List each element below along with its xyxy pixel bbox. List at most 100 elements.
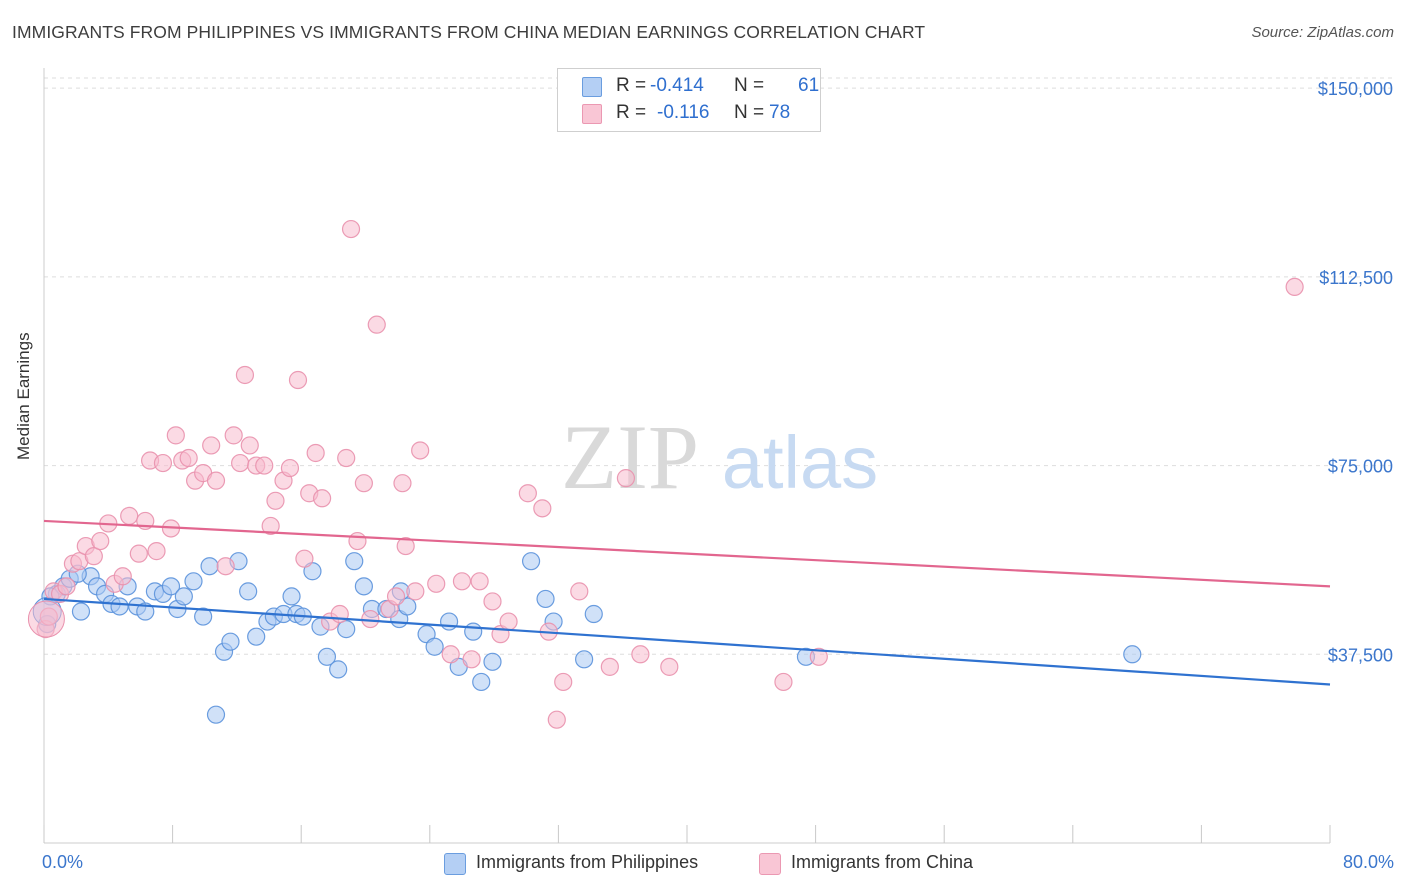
- point-china: [600, 657, 619, 676]
- axes: [43, 68, 1331, 844]
- point-philippines: [345, 552, 364, 571]
- point-china: [809, 647, 828, 666]
- point-china: [91, 531, 110, 551]
- point-philippines: [221, 632, 240, 651]
- legend-swatch-china: [759, 853, 781, 875]
- series-china-points: [27, 219, 1304, 729]
- chart-title: IMMIGRANTS FROM PHILIPPINES VS IMMIGRANT…: [12, 22, 926, 42]
- point-china: [166, 426, 185, 445]
- point-philippines: [184, 572, 203, 591]
- point-china: [470, 572, 489, 591]
- point-china: [499, 612, 518, 631]
- legend-r-value: -0.414: [650, 75, 704, 96]
- point-china: [427, 574, 446, 593]
- point-china: [396, 536, 415, 556]
- point-china: [295, 549, 314, 568]
- y-tick-label: $75,000: [1328, 457, 1393, 477]
- y-axis-label: Median Earnings: [14, 332, 33, 460]
- point-china: [231, 453, 250, 473]
- point-philippines: [161, 577, 181, 596]
- point-china: [266, 491, 285, 510]
- point-philippines: [337, 620, 356, 639]
- point-china: [441, 645, 460, 664]
- point-china: [312, 489, 332, 508]
- point-china: [452, 572, 472, 591]
- point-china: [337, 448, 356, 468]
- legend-r-label: R =: [616, 102, 647, 123]
- point-china: [660, 657, 679, 676]
- legend-n-label: N =: [734, 75, 765, 96]
- legend-r-value: -0.116: [657, 102, 710, 123]
- point-china: [631, 645, 650, 664]
- point-china: [393, 474, 412, 493]
- legend-swatch-philippines: [444, 853, 466, 875]
- point-china: [240, 436, 259, 455]
- point-philippines: [206, 705, 226, 724]
- point-china: [616, 469, 636, 488]
- point-philippines: [200, 557, 219, 576]
- point-china: [261, 516, 280, 536]
- point-china: [147, 542, 166, 561]
- point-china: [570, 582, 589, 601]
- source-label: Source: ZipAtlas.com: [1251, 24, 1394, 41]
- legend-label-philippines: Immigrants from Philippines: [476, 852, 699, 872]
- point-philippines: [354, 577, 373, 596]
- point-china-cluster: [27, 600, 65, 638]
- correlation-legend: R = -0.414 N = 61 R = -0.116 N = 78: [557, 68, 821, 132]
- point-china: [354, 474, 373, 493]
- point-philippines: [71, 602, 91, 621]
- point-china: [462, 650, 481, 669]
- point-philippines: [1123, 645, 1142, 664]
- point-philippines: [425, 637, 444, 656]
- point-philippines: [464, 622, 483, 641]
- point-china: [341, 219, 361, 239]
- trend-line-philippines: [43, 597, 1331, 686]
- point-philippines: [584, 604, 603, 624]
- point-china: [518, 484, 537, 503]
- point-china: [216, 557, 235, 576]
- point-china: [206, 471, 226, 490]
- point-philippines: [483, 652, 502, 671]
- point-china: [411, 441, 430, 460]
- point-china: [361, 609, 380, 629]
- point-china: [774, 672, 793, 692]
- point-philippines: [194, 607, 213, 626]
- point-china: [255, 456, 274, 475]
- point-china: [547, 710, 566, 729]
- point-china: [367, 315, 386, 334]
- legend-n-label: N =: [734, 102, 765, 123]
- point-china: [348, 531, 367, 551]
- series-philippines-points: [32, 552, 1142, 724]
- point-china: [235, 365, 255, 385]
- point-china: [113, 567, 132, 586]
- legend-n-value: 78: [769, 102, 791, 123]
- point-china: [153, 453, 173, 473]
- point-china: [306, 443, 325, 463]
- y-tick-label: $37,500: [1328, 645, 1393, 665]
- point-china: [406, 582, 425, 601]
- point-china: [120, 506, 139, 525]
- x-tick-label-min: 0.0%: [42, 852, 84, 872]
- x-tick-label-max: 80.0%: [1342, 852, 1394, 872]
- y-tick-label: $112,500: [1319, 268, 1393, 288]
- watermark-zip: ZIP: [561, 406, 699, 508]
- y-tick-label: $150,000: [1318, 79, 1393, 99]
- point-philippines: [398, 597, 417, 616]
- point-china: [84, 547, 103, 566]
- point-philippines: [136, 602, 155, 621]
- point-philippines: [239, 582, 258, 601]
- point-china: [280, 458, 300, 478]
- point-china: [224, 426, 243, 445]
- legend-swatch-philippines: [582, 77, 602, 97]
- point-china: [202, 436, 221, 455]
- trend-line-china: [43, 519, 1331, 588]
- point-philippines: [317, 647, 337, 666]
- trend-lines: [43, 519, 1331, 686]
- legend-swatch-china: [582, 104, 602, 124]
- point-philippines: [247, 627, 266, 646]
- point-philippines: [536, 589, 555, 609]
- legend-r-label: R =: [616, 75, 647, 96]
- point-china: [288, 370, 308, 390]
- point-philippines: [575, 650, 594, 669]
